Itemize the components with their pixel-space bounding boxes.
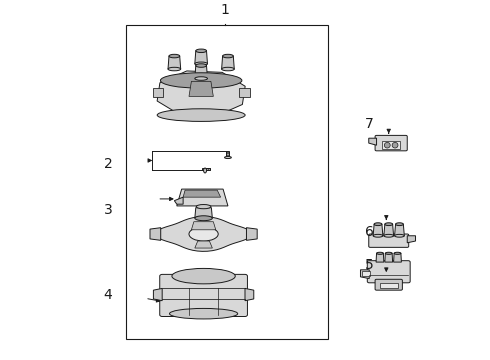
Ellipse shape	[195, 216, 212, 221]
Polygon shape	[192, 222, 216, 230]
Ellipse shape	[172, 269, 235, 284]
Ellipse shape	[196, 49, 206, 53]
Ellipse shape	[395, 223, 403, 226]
Polygon shape	[246, 228, 257, 240]
Polygon shape	[150, 228, 161, 240]
Text: 7: 7	[365, 117, 373, 131]
Polygon shape	[168, 56, 181, 69]
Ellipse shape	[195, 62, 207, 66]
Polygon shape	[369, 138, 376, 145]
Ellipse shape	[224, 157, 231, 158]
Polygon shape	[385, 253, 392, 262]
Ellipse shape	[196, 64, 206, 67]
Ellipse shape	[170, 309, 238, 319]
Polygon shape	[373, 224, 383, 236]
FancyBboxPatch shape	[375, 135, 407, 151]
Polygon shape	[407, 236, 416, 243]
Ellipse shape	[384, 234, 393, 237]
Ellipse shape	[160, 73, 242, 88]
Polygon shape	[153, 288, 162, 301]
Ellipse shape	[222, 54, 233, 58]
Ellipse shape	[221, 67, 234, 71]
Text: 1: 1	[220, 4, 229, 17]
Polygon shape	[394, 224, 404, 236]
Polygon shape	[195, 208, 212, 218]
Polygon shape	[189, 81, 213, 96]
Ellipse shape	[394, 252, 401, 255]
Polygon shape	[174, 197, 183, 204]
Polygon shape	[221, 56, 234, 69]
Polygon shape	[152, 88, 163, 97]
Ellipse shape	[392, 143, 398, 148]
Bar	[226, 151, 229, 157]
Ellipse shape	[169, 54, 180, 58]
Text: 6: 6	[365, 225, 374, 239]
Ellipse shape	[196, 204, 211, 209]
Ellipse shape	[385, 223, 392, 226]
FancyBboxPatch shape	[375, 279, 402, 290]
Polygon shape	[361, 270, 369, 279]
Bar	[382, 141, 400, 149]
Ellipse shape	[196, 312, 211, 318]
Bar	[125, 25, 328, 339]
Polygon shape	[376, 253, 384, 262]
Polygon shape	[239, 88, 250, 97]
Ellipse shape	[374, 223, 382, 226]
Ellipse shape	[394, 234, 404, 237]
Polygon shape	[384, 224, 393, 236]
Text: 4: 4	[104, 288, 113, 302]
Ellipse shape	[157, 109, 245, 121]
Ellipse shape	[203, 168, 206, 173]
Text: 2: 2	[104, 157, 113, 171]
Bar	[362, 271, 370, 276]
Polygon shape	[195, 51, 207, 64]
Polygon shape	[393, 253, 401, 262]
Bar	[380, 283, 397, 288]
Polygon shape	[245, 288, 254, 301]
Ellipse shape	[189, 227, 218, 241]
Polygon shape	[177, 189, 228, 206]
Polygon shape	[195, 66, 207, 78]
FancyBboxPatch shape	[160, 274, 247, 316]
Ellipse shape	[168, 67, 181, 71]
Ellipse shape	[373, 234, 383, 237]
Polygon shape	[195, 241, 212, 248]
Polygon shape	[155, 217, 252, 251]
Polygon shape	[157, 71, 245, 116]
Polygon shape	[183, 190, 220, 197]
Text: 5: 5	[365, 257, 373, 271]
Ellipse shape	[385, 252, 392, 255]
Bar	[202, 168, 210, 171]
FancyBboxPatch shape	[368, 261, 410, 283]
FancyBboxPatch shape	[369, 234, 409, 247]
Ellipse shape	[384, 143, 390, 148]
Text: 3: 3	[104, 203, 113, 217]
Ellipse shape	[376, 252, 383, 255]
Ellipse shape	[195, 77, 207, 80]
